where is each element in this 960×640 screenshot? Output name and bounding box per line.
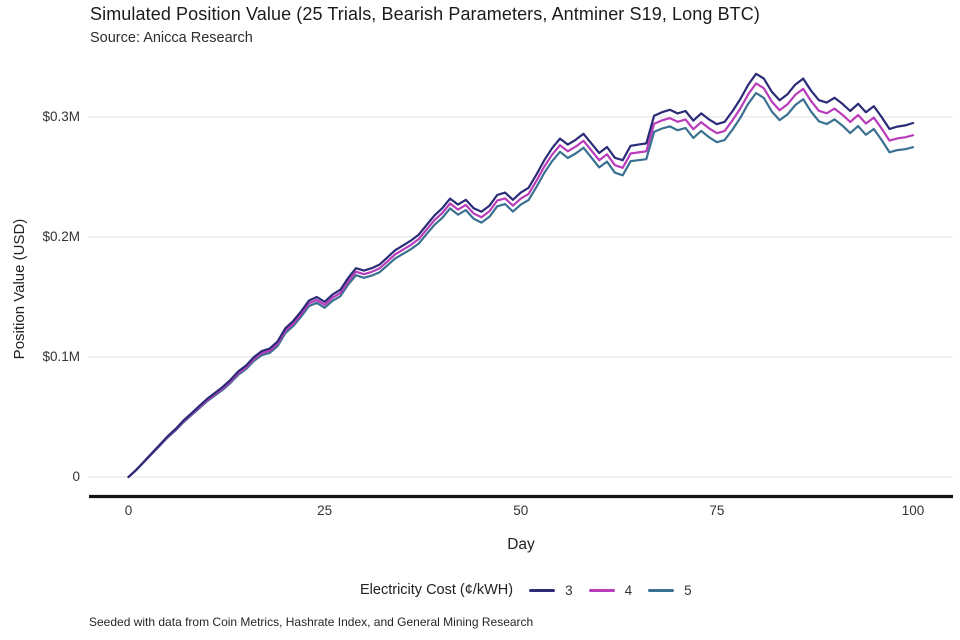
- x-axis-title: Day: [507, 536, 535, 553]
- x-tick-label-100: 100: [901, 503, 925, 518]
- y-tick-label-$0.1M: $0.1M: [42, 349, 80, 364]
- y-tick-label-0: 0: [72, 469, 80, 484]
- data-source-note: Seeded with data from Coin Metrics, Hash…: [89, 615, 534, 629]
- legend-line-swatch-3: [529, 588, 556, 592]
- legend-title: Electricity Cost (¢/kWH): [360, 582, 514, 598]
- x-tick-label-25: 25: [317, 503, 333, 518]
- chart-subtitle: Source: Anicca Research: [90, 30, 253, 46]
- chart-title: Simulated Position Value (25 Trials, Bea…: [90, 4, 760, 24]
- legend-line-swatch-4: [588, 588, 615, 592]
- legend-label-5: 5: [684, 582, 692, 598]
- series-line-4-cents: [127, 82, 915, 479]
- legend-item-cost-4: 4: [588, 582, 633, 598]
- x-tick-label-75: 75: [709, 503, 725, 518]
- y-tick-label-$0.3M: $0.3M: [42, 109, 80, 124]
- legend-item-cost-3: 3: [529, 583, 573, 598]
- legend: Electricity Cost (¢/kWH) 3 4 5: [360, 579, 692, 601]
- legend-item-cost-5: 5: [648, 583, 692, 598]
- legend-line-swatch-5: [648, 588, 675, 592]
- x-tick-label-0: 0: [124, 503, 133, 518]
- x-tick-label-50: 50: [513, 503, 529, 518]
- legend-label-4: 4: [624, 582, 633, 598]
- series-line-5-cents: [127, 91, 915, 479]
- y-tick-label-$0.2M: $0.2M: [42, 229, 80, 244]
- series-line-3-cents: [127, 72, 915, 479]
- legend-label-3: 3: [565, 582, 573, 598]
